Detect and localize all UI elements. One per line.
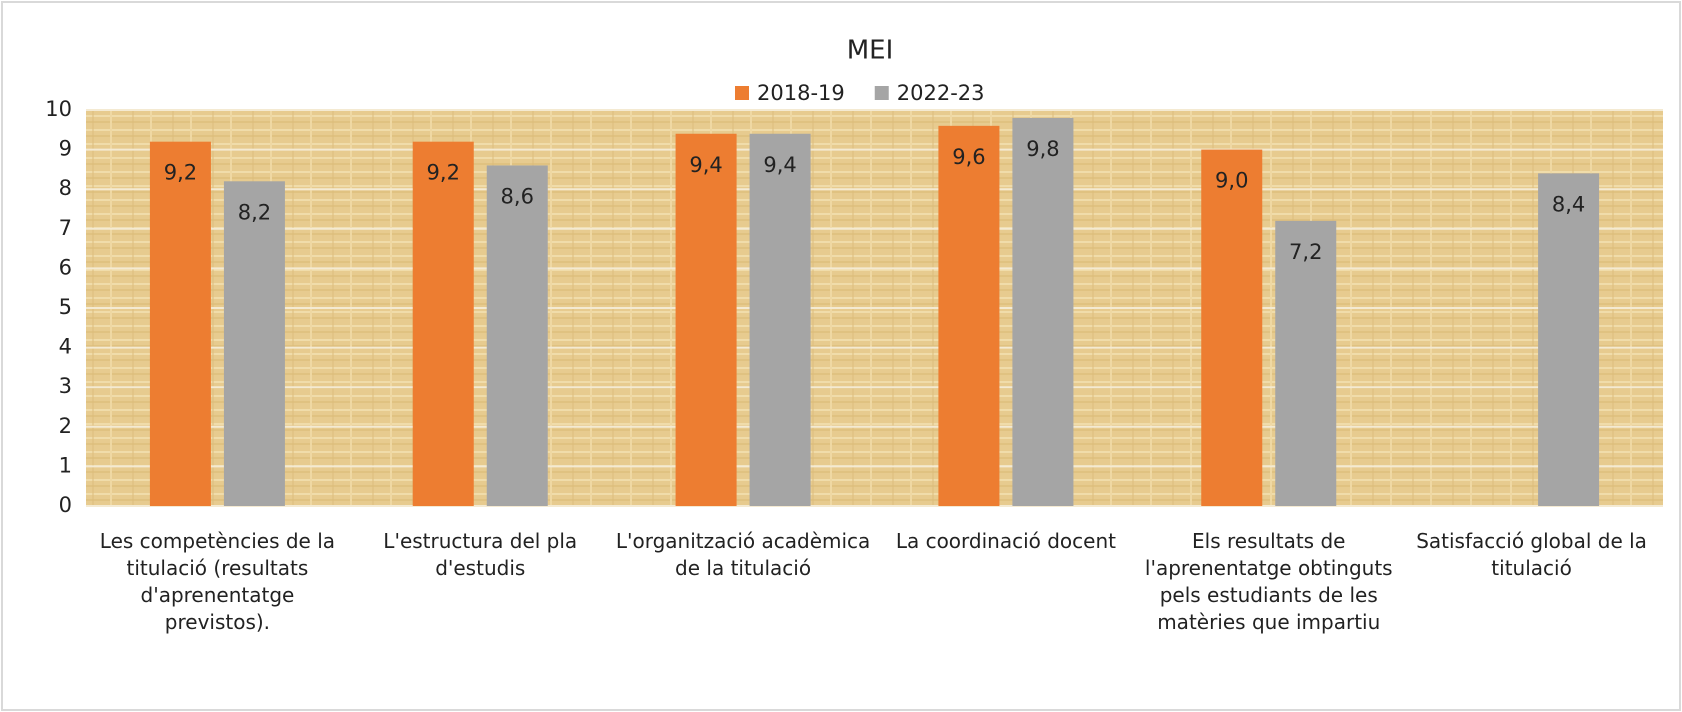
- bar: [486, 165, 548, 506]
- bar: [938, 125, 1000, 506]
- bar: [149, 141, 211, 506]
- data-label: 9,2: [164, 161, 197, 185]
- data-label: 8,2: [238, 200, 271, 224]
- data-label: 9,2: [427, 161, 460, 185]
- data-label: 7,2: [1289, 240, 1322, 264]
- legend-label: 2022-23: [897, 81, 985, 105]
- data-label: 9,8: [1026, 137, 1059, 161]
- bar: [749, 133, 811, 506]
- y-tick-label: 7: [59, 216, 72, 240]
- y-tick-label: 6: [59, 255, 72, 279]
- y-tick-label: 3: [59, 374, 72, 398]
- x-tick-label: L'organització acadèmica de la titulació: [615, 529, 871, 580]
- y-tick-label: 8: [59, 176, 72, 200]
- x-tick-label: L'estructura del pla d'estudis: [383, 529, 578, 580]
- data-label: 9,4: [763, 153, 796, 177]
- bar: [1275, 220, 1337, 506]
- bar: [1201, 149, 1263, 506]
- bar: [223, 181, 285, 506]
- data-label: 9,4: [689, 153, 722, 177]
- data-label: 8,4: [1552, 192, 1585, 216]
- y-tick-label: 1: [59, 453, 72, 477]
- y-tick-label: 5: [59, 295, 72, 319]
- chart-title: MEI: [847, 36, 894, 66]
- y-tick-label: 0: [59, 493, 72, 517]
- y-tick-label: 10: [45, 97, 72, 121]
- x-tick-label: Les competències de la titulació (result…: [99, 529, 336, 634]
- data-label: 8,6: [501, 184, 534, 208]
- bar: [675, 133, 737, 506]
- legend-swatch: [874, 86, 889, 100]
- y-tick-label: 4: [59, 335, 72, 359]
- x-tick-label: La coordinació docent: [895, 529, 1116, 553]
- y-tick-label: 2: [59, 414, 72, 438]
- legend-swatch: [735, 86, 749, 100]
- data-label: 9,6: [952, 145, 985, 169]
- data-label: 9,0: [1215, 169, 1248, 193]
- bar: [1012, 117, 1074, 507]
- x-tick-label: Els resultats de l'aprenentatge obtingut…: [1144, 529, 1393, 634]
- bar: [412, 141, 474, 506]
- x-tick-label: Satisfacció global de la titulació: [1416, 529, 1647, 580]
- bar: [1538, 173, 1600, 507]
- y-tick-label: 9: [59, 137, 72, 161]
- legend-label: 2018-19: [757, 81, 845, 105]
